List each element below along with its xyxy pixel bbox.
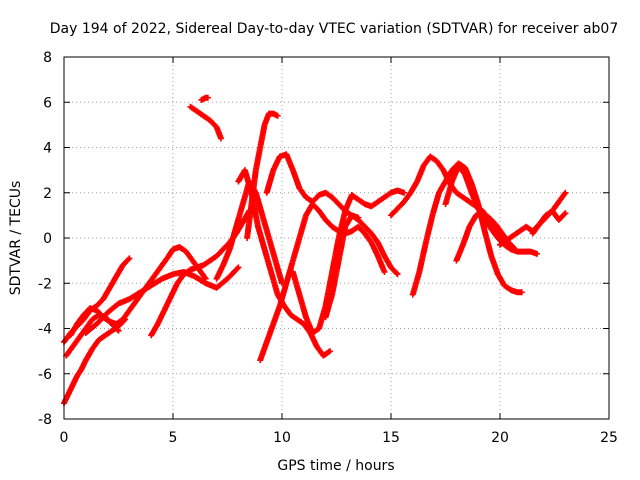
y-tick-label: -8: [38, 412, 52, 428]
data-point-marker: [115, 327, 122, 334]
data-point-marker: [204, 94, 211, 101]
axis-ticks: 0 5 10 15 20 25 -8 -6 -4 -2 0 2 4 6 8: [38, 50, 618, 446]
chart-title: Day 194 of 2022, Sidereal Day-to-day VTE…: [50, 21, 619, 37]
data-point-marker: [512, 246, 519, 253]
data-point-marker: [126, 255, 133, 262]
y-tick-label: 8: [43, 50, 52, 66]
y-tick-label: 4: [43, 141, 52, 157]
data-point-marker: [562, 210, 569, 217]
x-tick-label: 10: [273, 430, 291, 446]
y-axis-label: SDTVAR / TECUs: [8, 181, 24, 296]
data-layer: [61, 94, 569, 407]
data-point-marker: [518, 289, 525, 296]
y-tick-label: 2: [43, 186, 52, 202]
series-track-15: [322, 212, 401, 321]
data-point-marker: [114, 326, 121, 333]
data-point-marker: [534, 250, 541, 257]
series-track-19: [453, 210, 519, 264]
data-point-marker: [235, 264, 242, 271]
x-tick-label: 5: [169, 430, 178, 446]
x-tick-label: 25: [600, 430, 618, 446]
y-tick-label: 0: [43, 231, 52, 247]
x-tick-label: 15: [382, 430, 400, 446]
series-track-7: [187, 103, 224, 142]
data-point-marker: [326, 348, 333, 355]
series-track-18: [442, 162, 541, 257]
series-track-5: [82, 264, 242, 337]
data-point-marker: [125, 256, 132, 263]
data-point-marker: [393, 270, 400, 277]
data-point-marker: [561, 211, 568, 218]
y-tick-label: -6: [38, 367, 52, 383]
data-point-marker: [401, 189, 408, 196]
data-point-marker: [234, 265, 241, 272]
y-tick-label: -4: [38, 322, 52, 338]
series-track-21: [529, 207, 569, 237]
data-point-marker: [394, 271, 401, 278]
x-tick-label: 0: [60, 430, 69, 446]
data-point-marker: [381, 268, 388, 275]
x-axis-label: GPS time / hours: [277, 458, 394, 474]
y-tick-label: 6: [43, 95, 52, 111]
data-point-marker: [217, 135, 224, 142]
series-track-8: [198, 94, 211, 103]
x-tick-label: 20: [491, 430, 509, 446]
data-point-marker: [562, 189, 569, 196]
data-point-marker: [274, 112, 281, 119]
series-track-11: [244, 110, 281, 241]
data-point-marker: [511, 245, 518, 252]
y-tick-label: -2: [38, 276, 52, 292]
